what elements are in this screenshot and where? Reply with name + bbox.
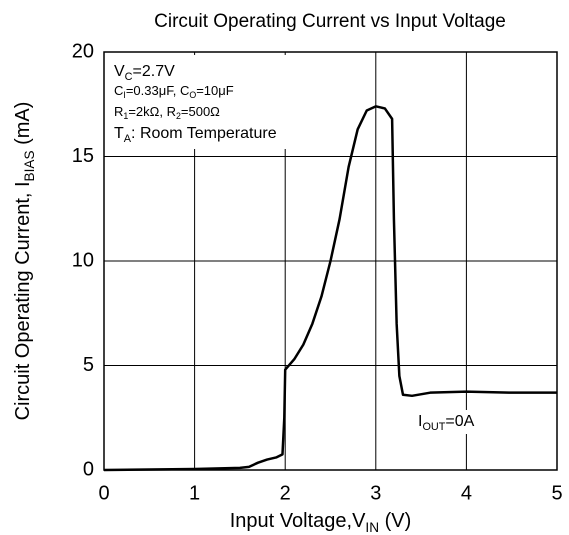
text-piece: T bbox=[114, 125, 124, 142]
text-piece: =10μF bbox=[196, 83, 234, 98]
curve-label-bg bbox=[412, 410, 512, 434]
y-tick-label: 5 bbox=[83, 354, 94, 376]
chart-title: Circuit Operating Current vs Input Volta… bbox=[154, 11, 506, 32]
x-tick-label: 2 bbox=[280, 482, 291, 504]
subscript: IN bbox=[365, 520, 379, 535]
text-piece: (V) bbox=[379, 510, 411, 532]
text-piece: =0A bbox=[445, 413, 474, 430]
y-tick-label: 15 bbox=[72, 145, 94, 167]
text-piece: =500Ω bbox=[181, 104, 220, 119]
text-piece: =2kΩ, R bbox=[128, 104, 176, 119]
curve-label: IOUT=0A bbox=[418, 413, 475, 432]
annotation: R1=2kΩ, R2=500Ω bbox=[114, 104, 220, 121]
subscript: BIAS bbox=[22, 150, 37, 181]
subscript: A bbox=[124, 133, 132, 145]
text-piece: : Room Temperature bbox=[131, 125, 277, 142]
x-tick-label: 5 bbox=[551, 482, 562, 504]
text-piece: Circuit Operating Current, I bbox=[12, 181, 34, 420]
subscript: 2 bbox=[176, 111, 181, 121]
x-tick-label: 3 bbox=[370, 482, 381, 504]
text-piece: C bbox=[114, 83, 123, 98]
subscript: OUT bbox=[422, 421, 445, 433]
subscript: C bbox=[125, 71, 133, 83]
x-tick-label: 4 bbox=[461, 482, 472, 504]
x-tick-label: 1 bbox=[189, 482, 200, 504]
y-axis-label: Circuit Operating Current, IBIAS (mA) bbox=[12, 102, 36, 421]
annotation: CI=0.33μF, CO=10μF bbox=[114, 83, 234, 100]
x-tick-label: 0 bbox=[98, 482, 109, 504]
text-piece: V bbox=[114, 63, 125, 80]
x-axis-label: Input Voltage,VIN (V) bbox=[230, 510, 411, 534]
subscript: I bbox=[123, 90, 125, 100]
subscript: O bbox=[189, 90, 196, 100]
text-piece: (mA) bbox=[12, 102, 34, 151]
text-piece: =2.7V bbox=[133, 63, 176, 80]
text-piece: I bbox=[418, 413, 422, 430]
annotation: VC=2.7V bbox=[114, 63, 175, 82]
plot-frame bbox=[103, 51, 558, 471]
subscript: 1 bbox=[123, 111, 128, 121]
data-line bbox=[103, 105, 557, 472]
y-tick-label: 0 bbox=[83, 458, 94, 480]
annotation-box bbox=[107, 55, 315, 149]
text-piece: R bbox=[114, 104, 123, 119]
y-tick-label: 20 bbox=[72, 40, 94, 62]
y-tick-label: 10 bbox=[72, 249, 94, 271]
annotation: TA: Room Temperature bbox=[114, 125, 277, 144]
text-piece: Input Voltage,V bbox=[230, 510, 366, 532]
text-piece: =0.33μF, C bbox=[126, 83, 190, 98]
